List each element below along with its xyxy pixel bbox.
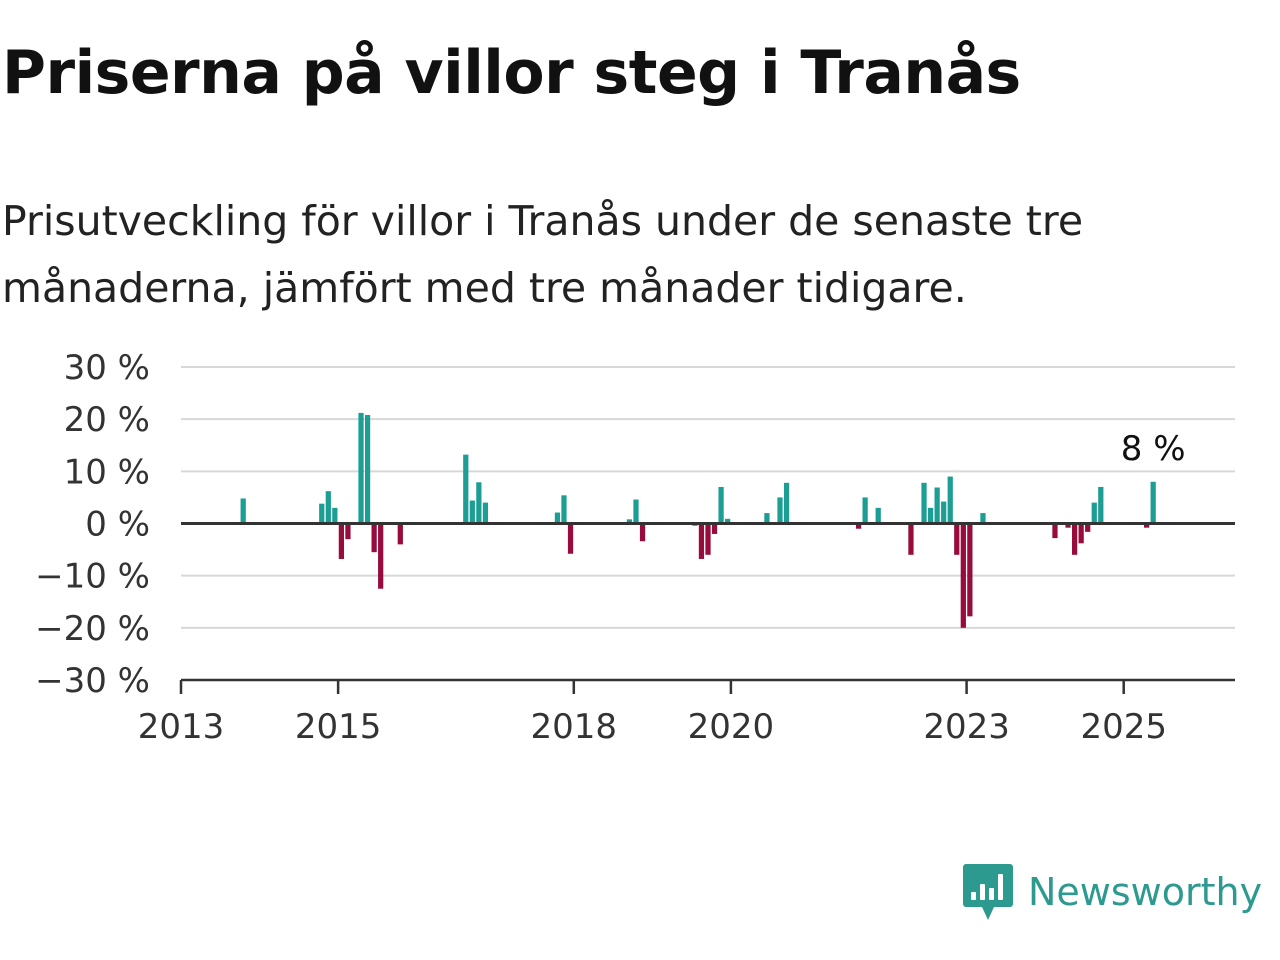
bar: [698, 523, 705, 559]
y-axis-tick-labels: 30 % 20 % 10 % 0 % −10 % −20 % −30 %: [35, 348, 150, 701]
bar: [908, 523, 914, 555]
newsworthy-chart-bubble-icon: [963, 864, 1013, 920]
y-tick-label: 0 %: [85, 505, 150, 545]
x-tick-label: 2018: [531, 707, 618, 747]
bar: [967, 523, 973, 617]
latest-value-label: 8 %: [1121, 429, 1186, 469]
bar: [1065, 523, 1071, 528]
bar: [332, 507, 338, 524]
bar: [947, 476, 953, 524]
bar: [980, 513, 986, 524]
bar: [1144, 523, 1150, 528]
bar: [567, 523, 574, 554]
bars: [240, 412, 1156, 628]
bar: [954, 523, 960, 555]
bar: [718, 486, 724, 524]
bar: [463, 454, 469, 524]
bar: [1078, 523, 1084, 544]
bar: [711, 523, 718, 534]
chart-subtitle: Prisutveckling för villor i Tranås under…: [2, 197, 1084, 312]
y-tick-label: −20 %: [35, 609, 150, 649]
bar: [875, 507, 881, 524]
bar: [371, 523, 377, 553]
bar: [921, 482, 927, 524]
bar: [378, 523, 384, 589]
bar: [862, 497, 868, 524]
bar: [927, 507, 934, 524]
y-tick-label: −30 %: [35, 661, 150, 701]
bar: [554, 512, 561, 524]
bar: [397, 523, 403, 545]
bar: [934, 487, 940, 524]
bar: [960, 523, 966, 628]
bar: [626, 519, 633, 524]
x-tick-label: 2023: [923, 707, 1010, 747]
bar: [941, 501, 947, 524]
annotations: 8 %: [1121, 429, 1186, 469]
gridlines: [181, 366, 1235, 629]
bar: [705, 523, 711, 555]
y-tick-label: 10 %: [64, 452, 150, 492]
bar-chart: 30 %20 %10 %0 %−10 %−20 %−30 % 2013 2015 2…: [35, 348, 1235, 747]
chart-title: Priserna på villor steg i Tranås: [2, 38, 1021, 108]
brand-footer: Newsworthy: [962, 862, 1262, 922]
bar: [469, 500, 475, 524]
bar: [1150, 481, 1156, 524]
x-tick-label: 2013: [138, 707, 225, 747]
x-tick-label: 2015: [295, 707, 382, 747]
bar: [783, 482, 790, 524]
bar: [633, 499, 639, 524]
bar: [482, 502, 489, 524]
bar: [725, 518, 731, 524]
y-tick-label: 30 %: [64, 348, 150, 388]
x-tick-label: 2025: [1080, 707, 1167, 747]
bar: [1085, 523, 1091, 532]
axes: [179, 522, 1235, 694]
bar: [1071, 523, 1078, 555]
bar: [345, 523, 351, 540]
bar: [240, 498, 246, 524]
bar: [1091, 502, 1097, 524]
bar: [325, 491, 331, 524]
bar: [764, 513, 770, 524]
bar: [476, 482, 482, 524]
bar: [364, 414, 371, 524]
y-tick-label: −10 %: [35, 557, 150, 597]
x-axis-tick-labels: 2013 2015 2018 2020 2023 2025: [138, 707, 1167, 747]
bar: [358, 412, 364, 524]
bar: [1052, 523, 1058, 539]
bar: [855, 523, 862, 529]
bar: [639, 523, 646, 542]
bar: [1098, 486, 1104, 524]
bar: [777, 497, 783, 524]
x-tick-label: 2020: [688, 707, 775, 747]
y-tick-label: 20 %: [64, 400, 150, 440]
bar: [338, 523, 345, 559]
brand-name: Newsworthy: [1028, 870, 1263, 914]
bar: [319, 503, 325, 524]
bar: [561, 495, 567, 524]
